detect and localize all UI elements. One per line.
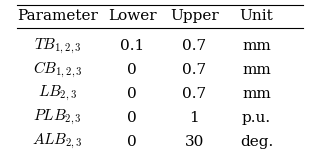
Text: mm: mm [242,39,271,53]
Text: 0: 0 [127,134,137,149]
Text: 0: 0 [127,63,137,77]
Text: p.u.: p.u. [242,111,271,125]
Text: 0.1: 0.1 [120,39,144,53]
Text: $ALB_{2,3}$: $ALB_{2,3}$ [32,132,83,151]
Text: 1: 1 [189,111,199,125]
Text: Unit: Unit [240,9,273,23]
Text: Upper: Upper [170,9,219,23]
Text: 0: 0 [127,111,137,125]
Text: Parameter: Parameter [17,9,98,23]
Text: mm: mm [242,87,271,101]
Text: $LB_{2,3}$: $LB_{2,3}$ [38,84,77,103]
Text: $CB_{1,2,3}$: $CB_{1,2,3}$ [33,60,82,80]
Text: 30: 30 [185,134,204,149]
Text: $TB_{1,2,3}$: $TB_{1,2,3}$ [34,36,81,56]
Text: 0: 0 [127,87,137,101]
Text: $PLB_{2,3}$: $PLB_{2,3}$ [33,108,82,127]
Text: 0.7: 0.7 [182,39,206,53]
Text: mm: mm [242,63,271,77]
Text: 0.7: 0.7 [182,63,206,77]
Text: 0.7: 0.7 [182,87,206,101]
Text: Lower: Lower [108,9,156,23]
Text: deg.: deg. [240,134,273,149]
